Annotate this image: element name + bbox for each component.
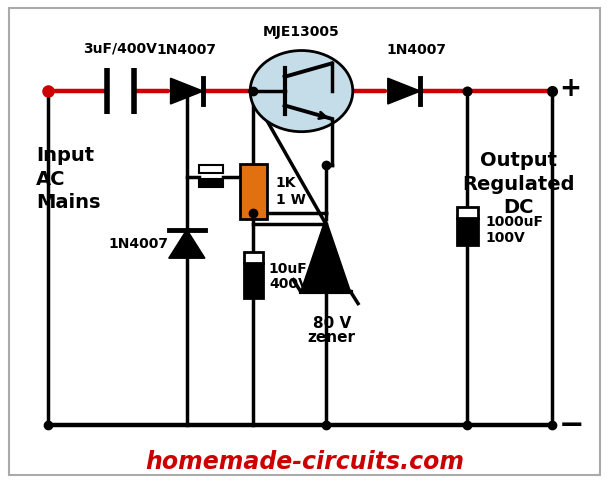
Text: +: + [559, 76, 581, 102]
Text: 1000uF: 1000uF [485, 215, 544, 229]
Polygon shape [171, 78, 203, 104]
Text: 400V: 400V [269, 276, 309, 290]
Polygon shape [388, 78, 420, 104]
Circle shape [250, 51, 353, 132]
Text: −: − [559, 411, 585, 440]
Text: 1N4007: 1N4007 [386, 43, 446, 57]
FancyBboxPatch shape [244, 263, 263, 298]
FancyBboxPatch shape [199, 179, 223, 187]
FancyBboxPatch shape [239, 164, 267, 219]
Text: 100V: 100V [485, 231, 526, 245]
Text: 3uF/400V: 3uF/400V [83, 42, 157, 55]
Text: zener: zener [308, 330, 356, 345]
Text: 1K: 1K [276, 176, 297, 190]
Polygon shape [301, 219, 351, 292]
Text: 1N4007: 1N4007 [108, 237, 169, 251]
Text: Input
AC
Mains: Input AC Mains [36, 146, 100, 213]
Polygon shape [169, 229, 205, 258]
Text: 1N4007: 1N4007 [157, 43, 217, 57]
FancyBboxPatch shape [457, 207, 478, 218]
Text: MJE13005: MJE13005 [263, 25, 340, 39]
FancyBboxPatch shape [244, 252, 263, 263]
Text: 10uF: 10uF [269, 262, 308, 276]
Text: 1 W: 1 W [276, 193, 306, 207]
FancyBboxPatch shape [199, 165, 223, 173]
Text: Output
Regulated
DC: Output Regulated DC [462, 151, 575, 217]
Text: 80 V: 80 V [312, 315, 351, 330]
Text: homemade-circuits.com: homemade-circuits.com [145, 450, 464, 474]
FancyBboxPatch shape [457, 218, 478, 245]
